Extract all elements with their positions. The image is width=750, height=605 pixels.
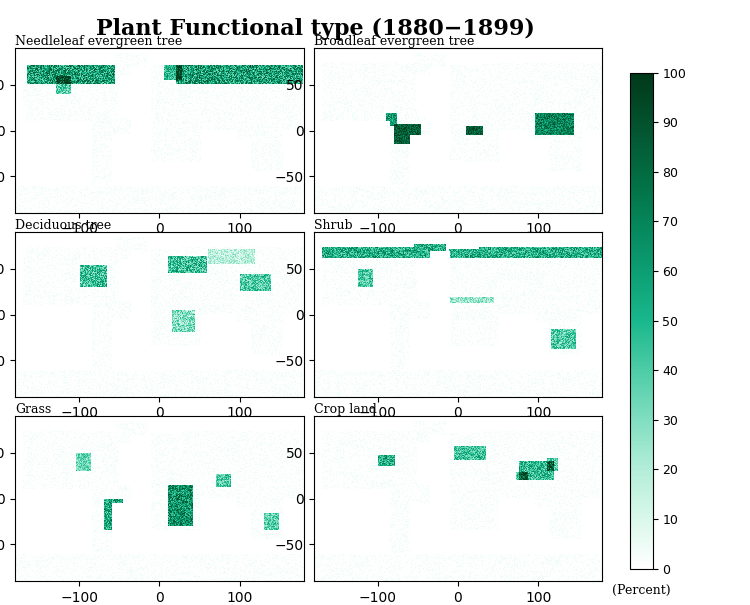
Text: Crop land: Crop land — [314, 404, 376, 416]
Text: Shrub: Shrub — [314, 220, 352, 232]
Text: Grass: Grass — [15, 404, 51, 416]
Text: Broadleaf evergreen tree: Broadleaf evergreen tree — [314, 36, 474, 48]
Text: (Percent): (Percent) — [612, 584, 670, 597]
Text: Needleleaf evergreen tree: Needleleaf evergreen tree — [15, 36, 182, 48]
Text: Deciduous tree: Deciduous tree — [15, 220, 111, 232]
Text: Plant Functional type (1880−1899): Plant Functional type (1880−1899) — [95, 18, 535, 41]
